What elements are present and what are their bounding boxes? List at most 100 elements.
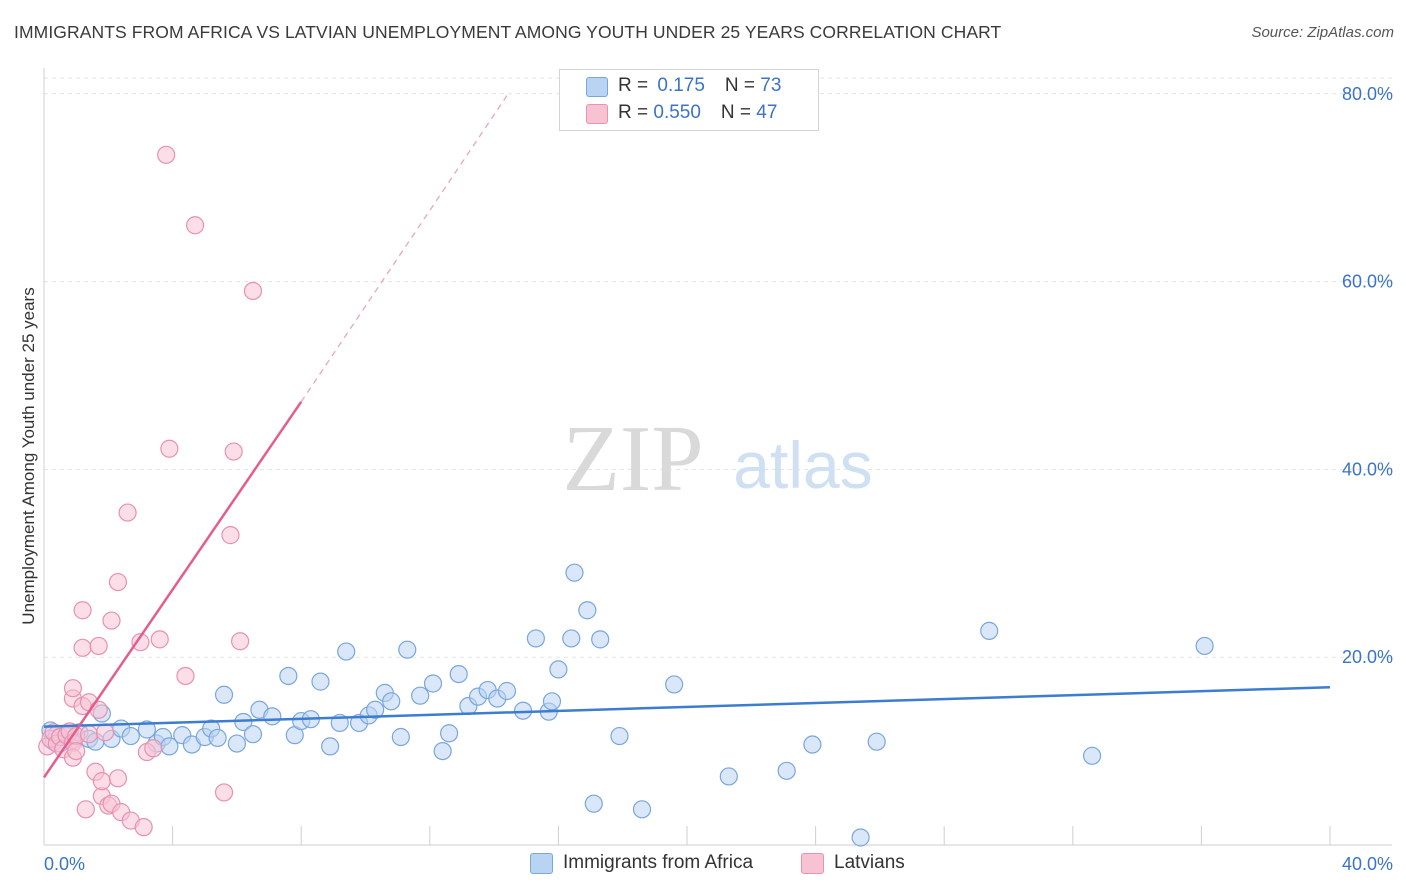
africa-point <box>366 700 385 719</box>
bottom-legend-swatch-africa <box>530 853 553 874</box>
latvian-point <box>131 633 150 652</box>
latvian-point <box>108 572 128 592</box>
latvian-point <box>144 739 163 758</box>
n-value: 47 <box>756 102 778 123</box>
bottom-legend-swatch-latvians <box>801 853 824 874</box>
source-credit: Source: ZipAtlas.com <box>1251 24 1394 41</box>
africa-point <box>121 726 140 746</box>
latvian-point <box>150 630 169 649</box>
africa-point <box>227 734 246 753</box>
trend-lines <box>42 95 1331 779</box>
africa-point <box>321 737 340 756</box>
latvian-point <box>160 439 179 458</box>
africa-point <box>137 720 156 739</box>
legend-stats-africa: R = 0.175 N = 73 <box>618 75 781 97</box>
n-label: N = <box>724 75 761 96</box>
r-value: 0.175 <box>657 75 705 96</box>
africa-point <box>980 621 999 641</box>
africa-point <box>777 761 796 780</box>
africa-point <box>382 692 401 711</box>
africa-point <box>803 735 822 754</box>
africa-point <box>311 672 330 691</box>
x-tick-label: 40.0% <box>1342 854 1393 874</box>
africa-point <box>433 741 452 761</box>
latvian-point <box>95 723 115 742</box>
africa-point <box>610 726 629 746</box>
africa-point <box>867 732 886 751</box>
legend-swatch-latvians <box>586 104 608 124</box>
africa-point <box>263 707 282 726</box>
r-value: 0.550 <box>653 102 701 123</box>
latvian-point <box>134 818 153 837</box>
africa-point <box>423 674 443 693</box>
africa-point <box>398 640 417 659</box>
latvian-point <box>92 772 111 791</box>
latvian-point <box>118 503 137 522</box>
latvian-point <box>224 442 243 461</box>
africa-point <box>243 725 263 744</box>
watermark: ZIP atlas <box>563 407 873 511</box>
bottom-legend-label-latvians: Latvians <box>834 852 905 873</box>
africa-point <box>632 800 652 819</box>
legend-stats-latvians: R = 0.550 N = 47 <box>618 102 777 124</box>
africa-point <box>565 563 584 582</box>
latvian-point <box>157 145 176 164</box>
latvian-point <box>63 679 83 698</box>
y-tick-label: 40.0% <box>1342 459 1393 479</box>
stats-legend: R = 0.175 N = 73 R = 0.550 N = 47 <box>559 69 819 131</box>
latvian-point <box>89 700 108 719</box>
africa-point <box>497 681 517 701</box>
latvian-point <box>102 611 121 630</box>
africa-point <box>526 629 545 648</box>
africa-point <box>449 664 468 684</box>
latvian-point <box>67 741 86 761</box>
latvian-point <box>176 666 195 686</box>
n-value: 73 <box>760 75 782 96</box>
africa-point <box>337 642 356 661</box>
africa-point <box>439 724 459 743</box>
africa-trend-line <box>43 685 1331 728</box>
latvian-point <box>79 725 99 744</box>
latvian-point <box>89 636 108 656</box>
y-tick-label: 20.0% <box>1342 647 1393 667</box>
chart-title: IMMIGRANTS FROM AFRICA VS LATVIAN UNEMPL… <box>14 22 1002 42</box>
africa-point <box>214 685 234 704</box>
latvian-point <box>108 769 128 788</box>
latvian-point <box>76 800 95 819</box>
watermark-zip: ZIP <box>563 407 704 511</box>
bottom-legend-label-africa: Immigrants from Africa <box>563 852 754 873</box>
latvian-point <box>243 281 263 301</box>
africa-point <box>584 794 603 813</box>
africa-point <box>591 630 610 649</box>
africa-point <box>562 629 581 648</box>
africa-point <box>549 660 568 679</box>
y-tick-label: 80.0% <box>1342 84 1393 104</box>
africa-point <box>665 675 684 694</box>
africa-point <box>542 692 562 711</box>
africa-point <box>411 686 430 705</box>
africa-point <box>1082 746 1102 765</box>
y-tick-label: 60.0% <box>1342 272 1393 292</box>
latvian-point <box>231 632 250 651</box>
latvian-trend-extension <box>300 95 508 403</box>
data-points <box>38 145 1214 847</box>
latvian-point <box>221 526 240 545</box>
latvian-point <box>73 638 92 657</box>
latvian-point <box>73 601 92 620</box>
watermark-atlas: atlas <box>733 428 872 502</box>
africa-point <box>208 728 227 748</box>
axes <box>43 68 1392 846</box>
tick-labels: 20.0% 40.0% 60.0% 80.0% 0.0% 40.0% <box>44 84 1393 874</box>
africa-point <box>851 828 870 847</box>
africa-point <box>719 767 738 786</box>
latvian-point <box>186 216 205 235</box>
grid-lines <box>44 77 1392 658</box>
n-label: N = <box>720 102 757 123</box>
legend-swatch-africa <box>586 77 608 97</box>
latvian-trend-line <box>42 401 303 779</box>
africa-point <box>279 666 298 686</box>
africa-point <box>1195 636 1214 656</box>
africa-point <box>578 601 597 620</box>
latvian-point <box>214 783 234 802</box>
